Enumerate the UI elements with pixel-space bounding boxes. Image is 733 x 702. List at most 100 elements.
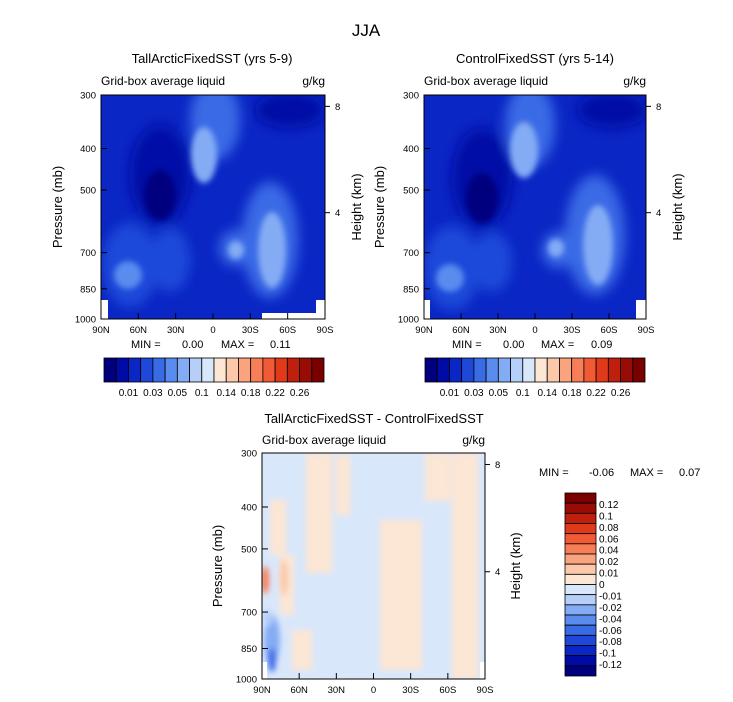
panel-title: TallArcticFixedSST (yrs 5-9) [132, 51, 293, 66]
positive-band [452, 453, 478, 679]
colorbar-swatch [311, 357, 325, 383]
y2-tick-label: 8 [335, 102, 340, 113]
y-tick-label: 1000 [75, 315, 96, 326]
y2-tick-label: 4 [335, 208, 340, 219]
y-tick-label: 850 [241, 644, 257, 655]
colorbar-swatch [620, 357, 634, 383]
negative-min [263, 610, 273, 626]
y2-tick-label: 4 [495, 567, 500, 578]
colorbar-swatch [564, 512, 597, 524]
colorbar-swatch [473, 357, 487, 383]
panel-subtitle: Grid-box average liquid [101, 74, 225, 88]
cloud-core [436, 264, 464, 292]
colorbar-swatch [564, 604, 597, 616]
colorbar-swatch [225, 357, 239, 383]
colorbar-label: -0.1 [599, 649, 617, 660]
cloud-core [191, 127, 217, 183]
y2-tick-label: 4 [656, 208, 661, 219]
colorbar-swatch [546, 357, 560, 383]
cloud-core [510, 122, 538, 178]
colorbar-swatch [559, 357, 573, 383]
colorbar-label: 0.26 [611, 388, 631, 399]
colorbar-swatch [564, 563, 597, 575]
figure-title: JJA [352, 21, 381, 40]
colorbar-label: -0.02 [599, 603, 622, 614]
colorbar-label: 0.08 [599, 523, 619, 534]
x-tick-label: 30N [167, 325, 185, 336]
colorbar-label: 0.06 [599, 534, 619, 545]
panel-units: g/kg [302, 74, 325, 88]
colorbar-swatch [497, 357, 511, 383]
cloud-core [258, 212, 286, 288]
cloud-blob [577, 95, 646, 128]
colorbar-swatch [436, 357, 450, 383]
y2-axis-label: Height (km) [508, 532, 523, 599]
positive-band [336, 455, 350, 515]
x-tick-label: 30N [328, 685, 346, 696]
colorbar-swatch [564, 492, 597, 504]
colorbar-label: 0.22 [265, 388, 285, 399]
y-tick-label: 300 [80, 91, 96, 102]
colorbar-label: 0.03 [143, 388, 163, 399]
x-tick-label: 60N [452, 325, 470, 336]
x-tick-label: 60N [130, 325, 148, 336]
colorbar-label: 0.18 [241, 388, 261, 399]
colorbar-swatch [564, 533, 597, 545]
x-tick-label: 30S [402, 685, 419, 696]
colorbar-swatch [595, 357, 609, 383]
colorbar-swatch [564, 584, 597, 596]
max-label: MAX = [541, 339, 574, 351]
y-axis-label: Pressure (mb) [210, 525, 225, 607]
colorbar-swatch [189, 357, 203, 383]
colorbar-swatch [250, 357, 264, 383]
colorbar-label: -0.01 [599, 591, 622, 602]
cloud-core [114, 261, 142, 289]
colorbar-label: 0.14 [537, 388, 557, 399]
colorbar-label: 0.04 [599, 546, 619, 557]
panel-title: TallArcticFixedSST - ControlFixedSST [264, 411, 483, 426]
panel-subtitle: Grid-box average liquid [424, 74, 548, 88]
panel-subtitle: Grid-box average liquid [262, 433, 386, 447]
y-tick-label: 500 [80, 186, 96, 197]
colorbar-swatch [571, 357, 585, 383]
y-tick-label: 700 [241, 608, 257, 619]
colorbar-swatch [564, 553, 597, 565]
colorbar-swatch [534, 357, 548, 383]
max-label: MAX = [630, 467, 663, 479]
colorbar-label: 0.01 [599, 569, 619, 580]
y2-axis-label: Height (km) [670, 173, 685, 240]
land-mask [101, 300, 325, 319]
colorbar-label: 0.05 [489, 388, 509, 399]
colorbar-swatch [103, 357, 117, 383]
colorbar-swatch [213, 357, 227, 383]
colorbar-swatch [607, 357, 621, 383]
colorbar-label: 0.14 [216, 388, 236, 399]
max-value: 0.07 [679, 467, 700, 479]
colorbar-swatch [201, 357, 215, 383]
colorbar-label: 0.18 [562, 388, 582, 399]
colorbar-swatch [176, 357, 190, 383]
x-tick-label: 0 [371, 685, 376, 696]
land-mask [424, 300, 646, 319]
max-value: 0.09 [591, 339, 612, 351]
colorbar-label: 0 [599, 580, 605, 591]
y-tick-label: 1000 [236, 675, 257, 686]
colorbar-label: -0.04 [599, 614, 622, 625]
land-mask [262, 662, 485, 679]
colorbar-swatch [152, 357, 166, 383]
x-tick-label: 90S [317, 325, 334, 336]
positive-band [380, 520, 422, 670]
colorbar-label: -0.12 [599, 660, 622, 671]
colorbar-swatch [128, 357, 142, 383]
colorbar-swatch [522, 357, 536, 383]
min-value: -0.06 [589, 467, 614, 479]
cloud-blob [255, 95, 325, 128]
colorbar-label: 0.05 [168, 388, 188, 399]
colorbar-swatch [115, 357, 129, 383]
colorbar-label: 0.1 [599, 511, 613, 522]
colorbar-swatch [564, 502, 597, 514]
y-tick-label: 300 [403, 91, 419, 102]
colorbar-swatch [564, 594, 597, 606]
colorbar-swatch [262, 357, 276, 383]
